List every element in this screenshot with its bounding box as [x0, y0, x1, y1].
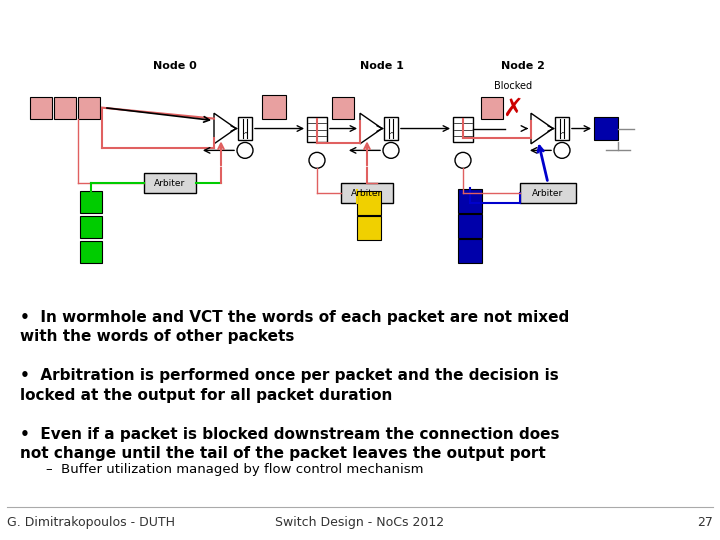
- Bar: [520, 183, 576, 203]
- Text: Switch Design - NoCs 2012: Switch Design - NoCs 2012: [276, 516, 444, 530]
- Text: Arbiter: Arbiter: [532, 188, 564, 198]
- Bar: [357, 216, 381, 240]
- Bar: [144, 173, 196, 193]
- Bar: [30, 97, 52, 119]
- Bar: [555, 117, 569, 140]
- Text: Blocked: Blocked: [494, 81, 532, 91]
- Text: Node 0: Node 0: [153, 61, 197, 71]
- Bar: [307, 117, 327, 143]
- Polygon shape: [214, 113, 236, 144]
- Bar: [54, 97, 76, 119]
- Text: Node 2: Node 2: [501, 61, 545, 71]
- Bar: [80, 216, 102, 238]
- Bar: [458, 214, 482, 238]
- Text: ✗: ✗: [503, 97, 523, 120]
- Bar: [80, 191, 102, 213]
- Bar: [481, 97, 503, 119]
- Text: Node 1: Node 1: [360, 61, 404, 71]
- Polygon shape: [531, 113, 553, 144]
- Bar: [453, 117, 473, 143]
- Text: ^: ^: [559, 132, 565, 138]
- Text: 27: 27: [697, 516, 713, 530]
- Bar: [238, 117, 252, 140]
- Bar: [332, 97, 354, 119]
- Text: Arbiter: Arbiter: [351, 188, 382, 198]
- Bar: [262, 94, 286, 119]
- Bar: [458, 239, 482, 262]
- Bar: [78, 97, 100, 119]
- Circle shape: [237, 143, 253, 158]
- Text: Arbiter: Arbiter: [154, 179, 186, 188]
- Circle shape: [383, 143, 399, 158]
- Text: Arbitration for Wormhole and VCT: Arbitration for Wormhole and VCT: [9, 11, 542, 39]
- Bar: [80, 241, 102, 262]
- Text: ^: ^: [242, 132, 248, 138]
- Bar: [384, 117, 398, 140]
- Circle shape: [554, 143, 570, 158]
- Circle shape: [309, 152, 325, 168]
- Circle shape: [455, 152, 471, 168]
- Text: •  Even if a packet is blocked downstream the connection does
not change until t: • Even if a packet is blocked downstream…: [20, 427, 559, 461]
- Text: •  In wormhole and VCT the words of each packet are not mixed
with the words of : • In wormhole and VCT the words of each …: [20, 310, 569, 345]
- Text: G. Dimitrakopoulos - DUTH: G. Dimitrakopoulos - DUTH: [7, 516, 175, 530]
- Text: –  Buffer utilization managed by flow control mechanism: – Buffer utilization managed by flow con…: [46, 463, 423, 476]
- Polygon shape: [360, 113, 382, 144]
- Text: •  Arbitration is performed once per packet and the decision is
locked at the ou: • Arbitration is performed once per pack…: [20, 368, 559, 403]
- Bar: [341, 183, 393, 203]
- Bar: [594, 117, 618, 140]
- Bar: [458, 189, 482, 213]
- Bar: [357, 191, 381, 215]
- Text: ^: ^: [388, 132, 394, 138]
